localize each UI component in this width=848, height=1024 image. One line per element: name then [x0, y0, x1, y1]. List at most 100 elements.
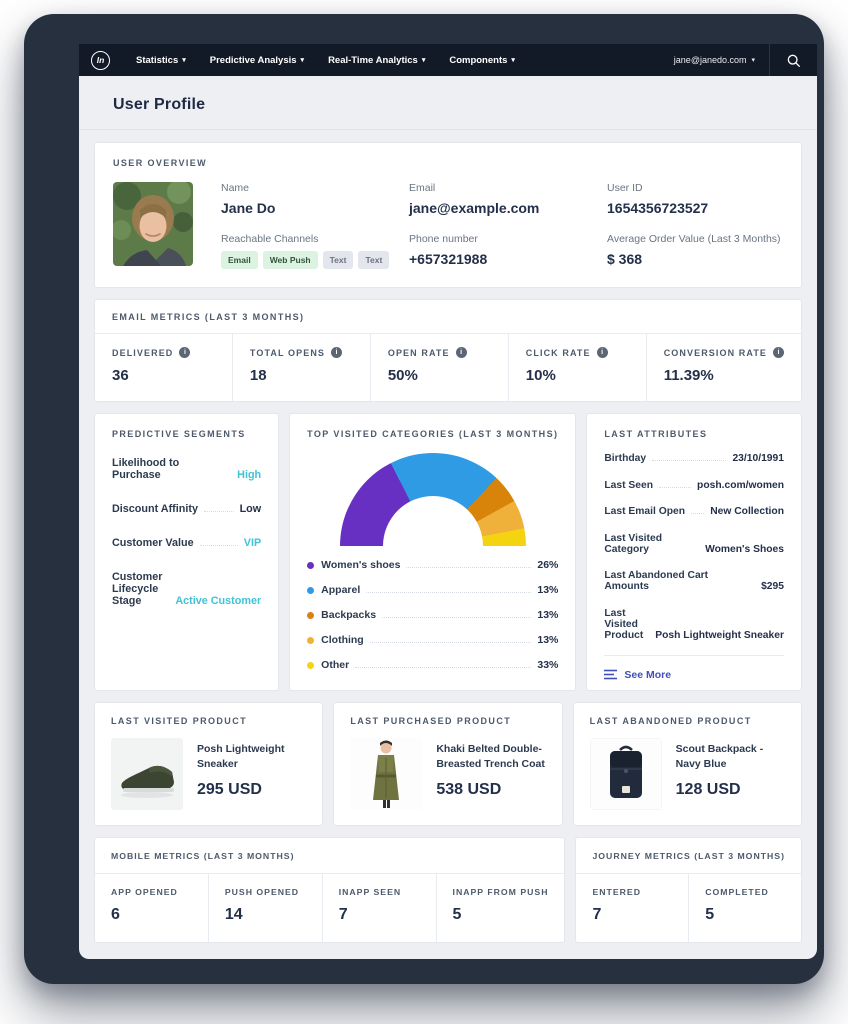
- metric-push-opened: PUSH OPENED 14: [209, 874, 323, 942]
- menu-item-label: Predictive Analysis: [209, 54, 297, 66]
- segment-row: Likelihood to Purchase High: [112, 457, 262, 481]
- phone-label: Phone number: [409, 233, 478, 245]
- top-navbar: In Statistics ▾ Predictive Analysis ▾ Re…: [79, 44, 817, 76]
- product-image-sneaker: [111, 738, 183, 810]
- last-visited-product-card: LAST VISITED PRODUCT: [94, 702, 324, 826]
- info-icon[interactable]: i: [179, 347, 191, 358]
- journey-metrics-card: JOURNEY METRICS (LAST 3 MONTHS) ENTERED …: [575, 837, 802, 943]
- legend-item: Apparel 13%: [307, 584, 558, 596]
- phone-value: +657321988: [409, 251, 488, 267]
- metric-delivered: DELIVERED i 36: [95, 334, 233, 401]
- user-account-menu[interactable]: jane@janedo.com ▾: [674, 55, 769, 65]
- user-overview-card: USER OVERVIEW: [94, 142, 802, 288]
- channel-badge-web-push: Web Push: [262, 251, 318, 269]
- predictive-segments-card: PREDICTIVE SEGMENTS Likelihood to Purcha…: [94, 413, 280, 691]
- info-icon[interactable]: i: [331, 347, 343, 358]
- search-icon[interactable]: [770, 53, 805, 68]
- last-purchased-product-card: LAST PURCHASED PRODUCT: [333, 702, 563, 826]
- legend-item: Backpacks 13%: [307, 609, 558, 621]
- card-title: JOURNEY METRICS (LAST 3 MONTHS): [592, 851, 785, 861]
- info-icon[interactable]: i: [455, 347, 467, 358]
- metric-value: 18: [249, 367, 267, 384]
- info-icon[interactable]: i: [773, 347, 785, 358]
- menu-item-statistics[interactable]: Statistics ▾: [136, 55, 186, 66]
- name-label: Name: [221, 182, 250, 194]
- menu-item-components[interactable]: Components ▾: [449, 55, 515, 66]
- card-title: MOBILE METRICS (LAST 3 MONTHS): [111, 851, 295, 861]
- metric-click-rate: CLICK RATE i 10%: [509, 334, 647, 401]
- name-value: Jane Do: [221, 200, 276, 216]
- metric-value: 7: [338, 906, 348, 923]
- page-content: User Profile USER OVERVIEW: [79, 76, 817, 959]
- attribute-row: Birthday 23/10/1991: [604, 453, 784, 464]
- channels-label: Reachable Channels: [221, 233, 319, 245]
- legend-item: Clothing 13%: [307, 634, 558, 646]
- reachable-channels: Email Web Push Text Text: [221, 251, 409, 269]
- device-frame: In Statistics ▾ Predictive Analysis ▾ Re…: [24, 14, 824, 984]
- menu-item-label: Components: [449, 54, 508, 66]
- segment-row: Customer Lifecycle Stage Active Customer: [112, 571, 262, 607]
- menu-item-predictive-analysis[interactable]: Predictive Analysis ▾: [210, 55, 304, 66]
- main-menu: Statistics ▾ Predictive Analysis ▾ Real-…: [136, 55, 515, 66]
- metric-total-opens: TOTAL OPENS i 18: [233, 334, 371, 401]
- last-abandoned-product-card: LAST ABANDONED PRODUCT: [572, 702, 802, 826]
- segment-value: High: [237, 469, 262, 481]
- segment-row: Discount Affinity Low: [112, 503, 262, 515]
- metric-value: 14: [224, 906, 243, 923]
- product-price: 128 USD: [675, 781, 741, 799]
- product-name: Posh Lightweight Sneaker: [197, 743, 285, 771]
- legend-dot: [307, 587, 315, 594]
- legend-item: Women's shoes 26%: [307, 559, 558, 571]
- email-label: Email: [409, 182, 436, 194]
- see-more-link[interactable]: See More: [604, 654, 784, 681]
- channel-badge-text: Text: [358, 251, 390, 269]
- card-title: LAST ATTRIBUTES: [604, 429, 708, 439]
- metric-value: 50%: [387, 367, 418, 384]
- chart-legend: Women's shoes 26% Apparel 13% Backpacks …: [307, 559, 558, 671]
- segment-value: Low: [239, 503, 262, 515]
- chevron-down-icon: ▾: [511, 56, 515, 64]
- brand-logo-text: In: [96, 55, 105, 65]
- user-id-label: User ID: [607, 182, 643, 194]
- attribute-row: Last Visited Product Posh Lightweight Sn…: [604, 607, 784, 641]
- metric-conversion-rate: CONVERSION RATE i 11.39%: [647, 334, 801, 401]
- legend-dot: [307, 612, 315, 619]
- metric-inapp-from-push: INAPP FROM PUSH 5: [452, 887, 549, 923]
- semicircle-donut-chart: [339, 453, 526, 547]
- email-metrics-card: EMAIL METRICS (LAST 3 MONTHS) DELIVERED i…: [94, 299, 802, 402]
- product-price: 295 USD: [197, 781, 262, 799]
- legend-item: Other 33%: [307, 659, 558, 671]
- attribute-row: Last Email Open New Collection: [604, 506, 784, 517]
- page-title: User Profile: [113, 96, 206, 113]
- product-image-backpack: [589, 738, 662, 810]
- segment-value: Active Customer: [175, 595, 262, 607]
- info-icon[interactable]: i: [596, 347, 608, 358]
- brand-logo[interactable]: In: [91, 50, 110, 70]
- chevron-down-icon: ▾: [421, 56, 426, 64]
- card-title: EMAIL METRICS (LAST 3 MONTHS): [112, 312, 305, 322]
- metric-completed: COMPLETED 5: [689, 874, 801, 942]
- avatar: [113, 182, 193, 266]
- card-title: USER OVERVIEW: [113, 158, 208, 168]
- user-email: jane@janedo.com: [673, 55, 747, 65]
- metric-inapp-seen: INAPP SEEN 7: [323, 874, 437, 942]
- list-icon: [604, 669, 618, 680]
- aov-value: $ 368: [607, 251, 643, 267]
- menu-item-real-time-analytics[interactable]: Real-Time Analytics ▾: [328, 55, 425, 66]
- product-image-trench-coat: [350, 738, 423, 810]
- page-header: User Profile: [79, 76, 817, 130]
- chevron-down-icon: ▾: [751, 56, 755, 64]
- metric-value: 11.39%: [663, 367, 714, 384]
- card-title: TOP VISITED CATEGORIES (LAST 3 MONTHS): [307, 429, 559, 439]
- menu-item-label: Real-Time Analytics: [328, 54, 418, 66]
- channel-badge-text: Text: [322, 251, 354, 269]
- card-title: LAST PURCHASED PRODUCT: [350, 716, 512, 726]
- metric-value: 10%: [525, 367, 556, 384]
- legend-dot: [307, 637, 315, 644]
- metric-value: 5: [705, 906, 715, 923]
- metric-value: 36: [112, 367, 129, 384]
- chevron-down-icon: ▾: [182, 56, 186, 64]
- user-id-value: 1654356723527: [607, 200, 709, 216]
- mobile-metrics-card: MOBILE METRICS (LAST 3 MONTHS) APP OPENE…: [94, 837, 566, 943]
- card-title: LAST ABANDONED PRODUCT: [589, 716, 752, 726]
